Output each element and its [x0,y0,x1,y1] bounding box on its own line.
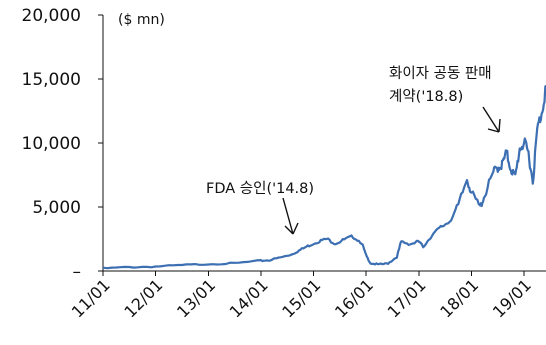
series-line [102,84,546,270]
annotation-pfizer-text-line2: 계약('18.8) [389,88,463,105]
x-ticks: 11/01 12/01 13/01 14/01 15/01 16/01 17/01 18/01… [68,271,535,321]
y-ticks: – 5,000 10,000 15,000 20,000 [22,6,103,282]
annotation-fda-text: FDA 승인('14.8) [206,180,314,197]
axes [102,15,546,272]
x-tick-label: 12/01 [120,275,166,321]
x-tick-label: 14/01 [226,275,272,321]
y-tick-label: – [73,262,82,282]
annotation-pfizer-deal: 화이자 공동 판매 계약('18.8) [389,65,501,133]
y-tick-label: 10,000 [22,134,81,154]
annotation-pfizer-text-line1: 화이자 공동 판매 [389,65,492,82]
x-tick-label: 11/01 [68,275,114,321]
y-tick-label: 5,000 [32,198,81,218]
x-tick-label: 17/01 [384,275,430,321]
x-tick-label: 18/01 [436,275,482,321]
x-tick-label: 13/01 [173,275,219,321]
y-tick-label: 15,000 [22,70,81,90]
unit-label: ($ mn) [118,12,165,28]
y-tick-label: 20,000 [22,6,81,26]
x-tick-label: 19/01 [489,275,535,321]
annotation-fda-approval: FDA 승인('14.8) [206,180,314,235]
x-tick-label: 15/01 [278,275,324,321]
annotation-pfizer-arrow [482,106,501,133]
annotation-fda-arrow [282,197,299,235]
x-tick-label: 16/01 [331,275,377,321]
